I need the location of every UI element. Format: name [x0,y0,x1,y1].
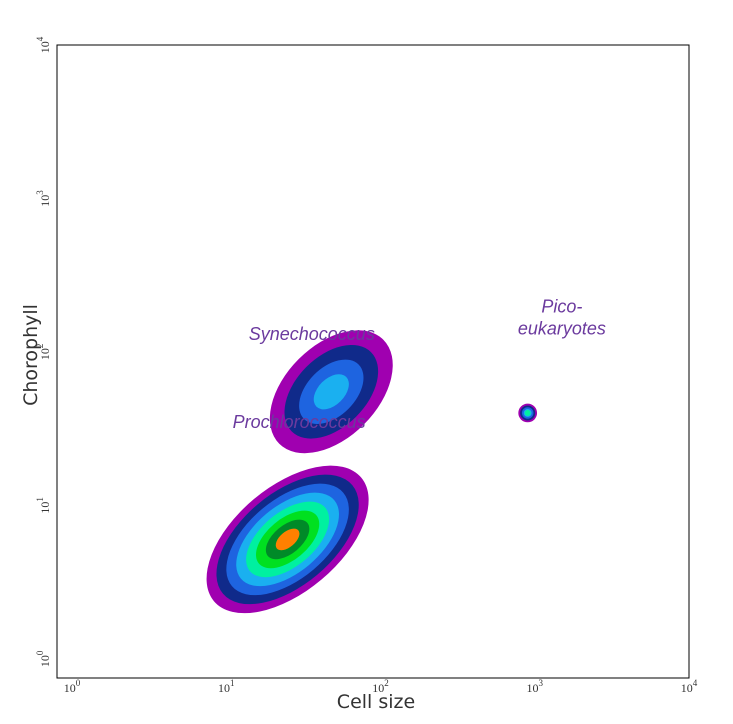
population-pico-eukaryotes [518,403,538,423]
x-tick-label: 102 [372,678,389,695]
x-axis-label: Cell size [337,691,415,713]
y-axis-ticks: 100 101 102 103 104 [35,36,52,667]
x-tick-label: 104 [681,678,698,695]
y-axis-label: Chorophyll [20,304,42,406]
y-tick-label: 104 [35,36,52,53]
y-tick-label: 102 [35,344,52,361]
density-layer [206,330,538,614]
density-contour [313,374,349,410]
population-label: Prochlorococcus [233,412,366,432]
x-tick-label: 103 [526,678,543,695]
population-synechococcus [269,330,393,454]
population-prochlorococcus [206,465,369,614]
y-tick-label: 100 [35,650,52,667]
population-annotations: Prochlorococcus Synechococcus Pico-eukaryo… [233,297,606,432]
density-contour [275,528,300,551]
x-tick-label: 101 [218,678,235,695]
population-label: Synechococcus [249,324,375,344]
x-axis-ticks: 100 101 102 103 104 [64,678,698,695]
x-tick-label: 100 [64,678,81,695]
density-contour [524,409,531,416]
y-tick-label: 103 [35,190,52,207]
y-tick-label: 101 [35,497,52,514]
population-label: Pico-eukaryotes [518,297,606,339]
plot-frame [56,44,690,679]
